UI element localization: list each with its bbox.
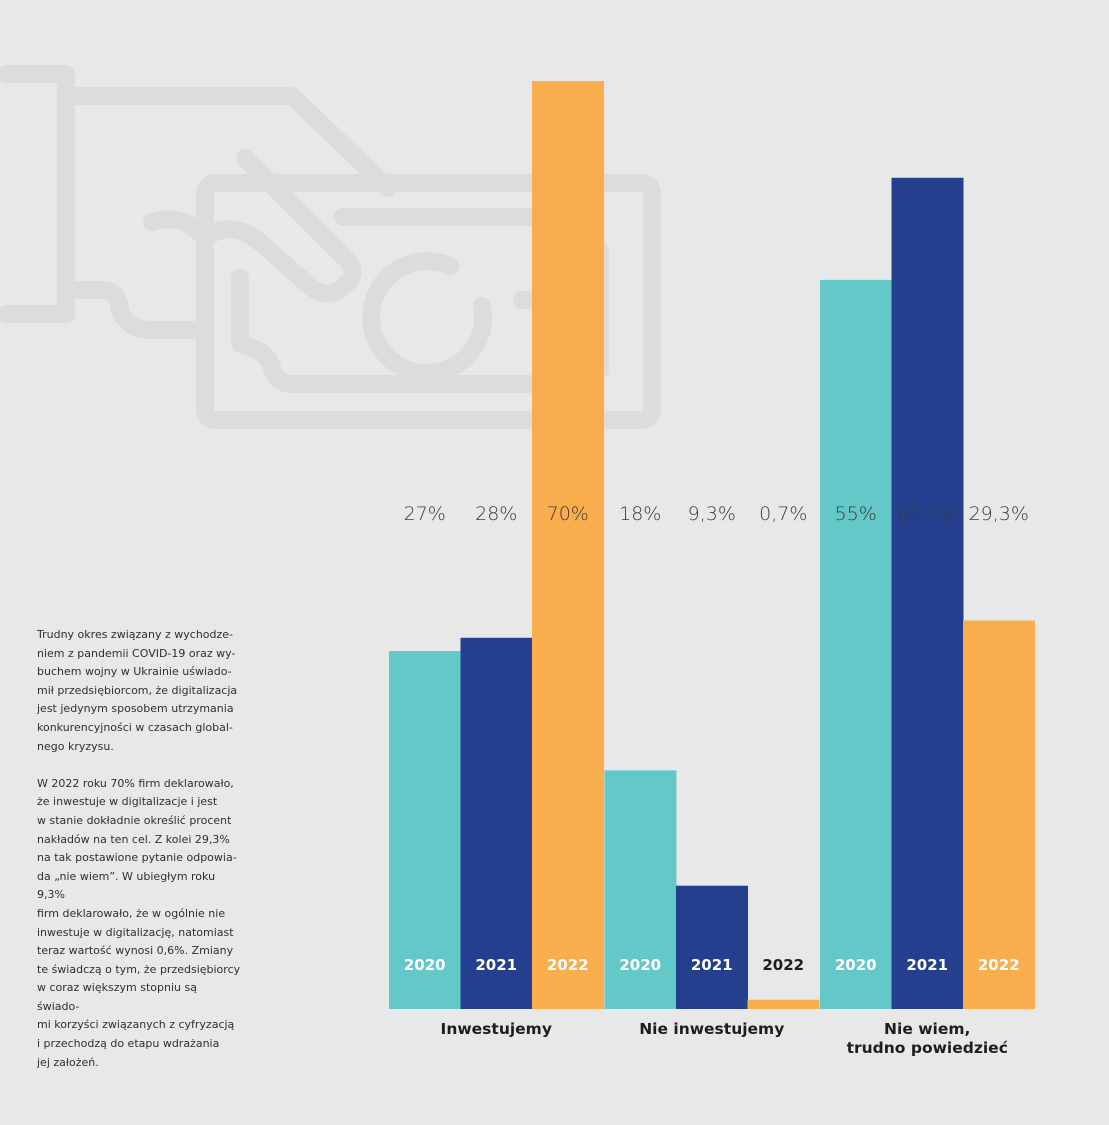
value-label-2022-cat-0: 70% bbox=[547, 503, 589, 525]
value-label-2020-cat-1: 18% bbox=[619, 503, 661, 525]
value-labels-layer: 27% 28% 70% 18% 9,3% 0,7% 55% 62,7% 29,3% bbox=[404, 503, 1029, 525]
year-label-2022-cat-2: 2022 bbox=[978, 956, 1020, 974]
category-label-1: Nie inwestujemy bbox=[639, 1020, 784, 1038]
bar-2022-cat-1 bbox=[747, 999, 820, 1009]
bar-2021-cat-0 bbox=[460, 637, 533, 1009]
category-label-0: Inwestujemy bbox=[441, 1020, 552, 1038]
bars-layer bbox=[389, 81, 1035, 1009]
value-label-2020-cat-0: 27% bbox=[404, 503, 446, 525]
bar-2022-cat-0 bbox=[532, 81, 604, 1009]
description-text: Trudny okres związany z wychodze- niem z… bbox=[37, 626, 242, 1072]
value-label-2022-cat-1: 0,7% bbox=[759, 503, 807, 525]
value-label-2021-cat-1: 9,3% bbox=[688, 503, 736, 525]
category-label-2: Nie wiem, trudno powiedzieć bbox=[847, 1020, 1008, 1057]
year-label-2022-cat-0: 2022 bbox=[547, 956, 589, 974]
bar-2020-cat-0 bbox=[389, 651, 461, 1009]
year-label-2021-cat-2: 2021 bbox=[906, 956, 948, 974]
year-label-2020-cat-2: 2020 bbox=[835, 956, 877, 974]
year-label-2020-cat-0: 2020 bbox=[404, 956, 446, 974]
value-label-2022-cat-2: 29,3% bbox=[969, 503, 1029, 525]
bar-2020-cat-1 bbox=[604, 770, 677, 1009]
value-label-2021-cat-0: 28% bbox=[475, 503, 517, 525]
year-label-2021-cat-0: 2021 bbox=[475, 956, 517, 974]
year-labels-layer: 2020 2021 2022 2020 2021 2022 2020 2021 2022 bbox=[404, 956, 1020, 974]
description-paragraph-2: W 2022 roku 70% firm deklarowało, że inw… bbox=[37, 776, 241, 1069]
year-label-2021-cat-1: 2021 bbox=[691, 956, 733, 974]
bar-2020-cat-2 bbox=[820, 279, 892, 1009]
bar-2021-cat-2 bbox=[891, 177, 964, 1009]
bar-2022-cat-2 bbox=[963, 620, 1035, 1009]
bar-2021-cat-1 bbox=[676, 885, 748, 1009]
year-label-2022-cat-1: 2022 bbox=[762, 956, 804, 974]
description-paragraph-1: Trudny okres związany z wychodze- niem z… bbox=[37, 628, 238, 753]
category-labels-layer: Inwestujemy Nie inwestujemy Nie wiem, trudn… bbox=[441, 1020, 1008, 1057]
year-label-2020-cat-1: 2020 bbox=[619, 956, 661, 974]
value-label-2021-cat-2: 62,7% bbox=[897, 503, 957, 525]
value-label-2020-cat-2: 55% bbox=[835, 503, 877, 525]
